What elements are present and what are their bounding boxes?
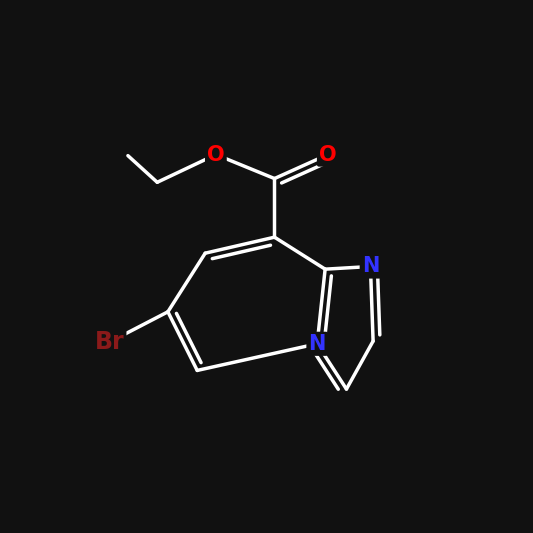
Text: O: O (319, 144, 337, 165)
Text: O: O (207, 144, 225, 165)
Text: Br: Br (94, 330, 124, 354)
Text: N: N (362, 256, 379, 277)
Text: N: N (309, 334, 326, 354)
